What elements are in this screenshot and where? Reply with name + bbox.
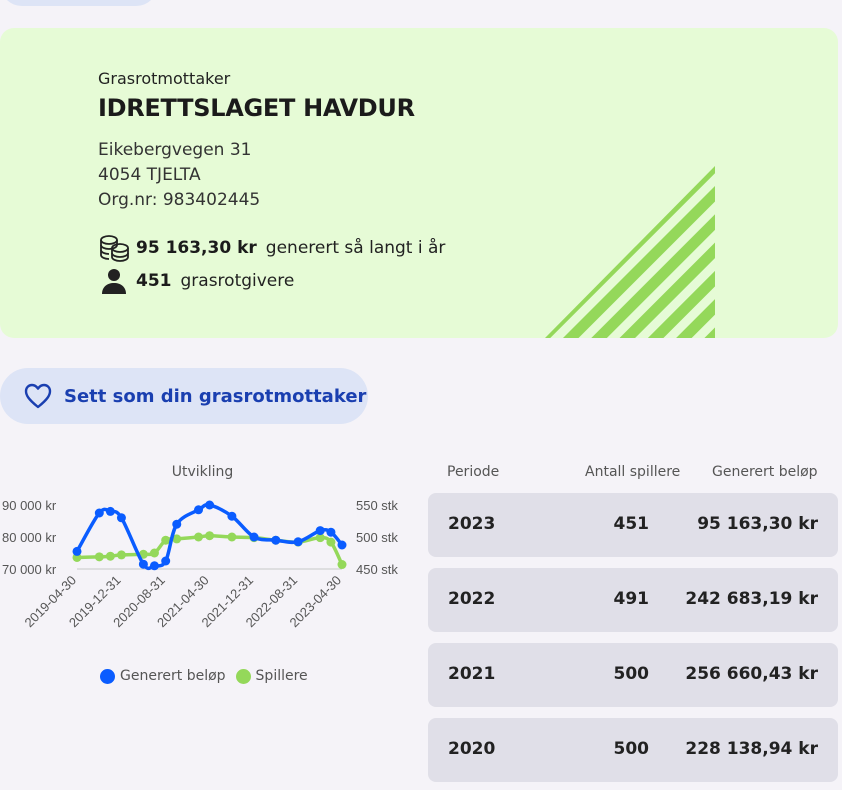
row-players: 500 (613, 664, 650, 684)
point-players (161, 535, 171, 545)
legend-label-amount: Generert beløp (120, 668, 226, 684)
header-period: Periode (447, 464, 500, 480)
point-amount (172, 519, 182, 529)
heart-icon (24, 383, 52, 409)
point-players (326, 537, 336, 547)
address-postal: 4054 TJELTA (98, 165, 201, 185)
chart-title: Utvikling (171, 464, 234, 480)
point-players (94, 552, 104, 562)
legend-dot-players (235, 668, 251, 684)
y-right-tick-label: 450 stk (356, 562, 398, 577)
development-chart: 90 000 kr 80 000 kr 70 000 kr 550 stk 500 st… (2, 498, 398, 630)
row-period: 2022 (448, 589, 496, 609)
point-amount (72, 546, 82, 556)
point-amount (138, 559, 148, 569)
row-amount: 256 660,43 kr (685, 664, 818, 684)
table-row: 2021 500 256 660,43 kr (428, 643, 838, 707)
table-row: 2023 451 95 163,30 kr (428, 493, 838, 557)
previous-button[interactable] (0, 0, 158, 6)
row-players: 451 (613, 514, 650, 534)
point-players (227, 532, 237, 542)
table-row: 2020 500 228 138,94 kr (428, 718, 838, 782)
givers-text: grasrotgivere (180, 271, 295, 291)
point-players (172, 534, 182, 544)
set-favorite-button[interactable]: Sett som din grasrotmottaker (0, 368, 368, 424)
point-amount (315, 526, 325, 536)
header-players: Antall spillere (585, 464, 681, 480)
row-amount: 242 683,19 kr (685, 589, 818, 609)
givers-stat: 451 grasrotgivere (98, 266, 294, 296)
point-players (105, 551, 115, 561)
point-players (194, 532, 204, 542)
recipient-card: Grasrotmottaker IDRETTSLAGET HAVDUR Eike… (0, 28, 838, 338)
point-players (149, 548, 159, 558)
point-players (116, 550, 126, 560)
point-amount (94, 508, 104, 518)
y-left-tick-label: 80 000 kr (2, 530, 57, 545)
amount-stat: 95 163,30 kr generert så langt i år (98, 233, 445, 263)
y-left-tick-label: 70 000 kr (2, 562, 57, 577)
amount-value: 95 163,30 kr (136, 238, 257, 258)
point-amount (116, 513, 126, 523)
givers-value: 451 (136, 271, 172, 291)
row-period: 2020 (448, 739, 496, 759)
y-right-tick-label: 550 stk (356, 498, 398, 513)
y-left-tick-label: 90 000 kr (2, 498, 57, 513)
recipient-kicker: Grasrotmottaker (98, 69, 231, 88)
point-amount (326, 527, 336, 537)
address-street: Eikebergvegen 31 (98, 140, 252, 160)
y-right-tick-label: 500 stk (356, 530, 398, 545)
person-icon (98, 266, 130, 296)
point-amount (271, 535, 281, 545)
point-amount (249, 532, 259, 542)
row-amount: 228 138,94 kr (685, 739, 818, 759)
point-amount (205, 500, 215, 510)
legend-dot-amount (100, 668, 115, 684)
legend-label-players: Spillere (255, 668, 308, 684)
recipient-name: IDRETTSLAGET HAVDUR (98, 94, 415, 122)
point-amount (194, 505, 204, 515)
amount-text: generert så langt i år (265, 238, 446, 258)
row-players: 500 (613, 739, 650, 759)
point-amount (149, 561, 159, 571)
point-players (205, 531, 215, 541)
row-period: 2023 (448, 514, 496, 534)
legend-item-players[interactable]: Spillere (235, 668, 308, 684)
point-players (337, 560, 347, 570)
point-amount (227, 511, 237, 521)
table-row: 2022 491 242 683,19 kr (428, 568, 838, 632)
point-players (315, 533, 325, 543)
point-amount (337, 540, 347, 550)
legend-item-amount[interactable]: Generert beløp (100, 668, 226, 684)
org-number: Org.nr: 983402445 (98, 190, 261, 210)
chart-legend: Generert beløp Spillere (100, 668, 318, 684)
decorative-stripes (545, 166, 715, 338)
point-amount (161, 556, 171, 566)
set-favorite-label: Sett som din grasrotmottaker (64, 385, 367, 407)
row-players: 491 (613, 589, 650, 609)
row-period: 2021 (448, 664, 496, 684)
coins-icon (98, 233, 130, 263)
point-amount (105, 506, 115, 516)
row-amount: 95 163,30 kr (697, 514, 818, 534)
header-amount: Generert beløp (712, 464, 818, 480)
point-amount (293, 537, 303, 547)
